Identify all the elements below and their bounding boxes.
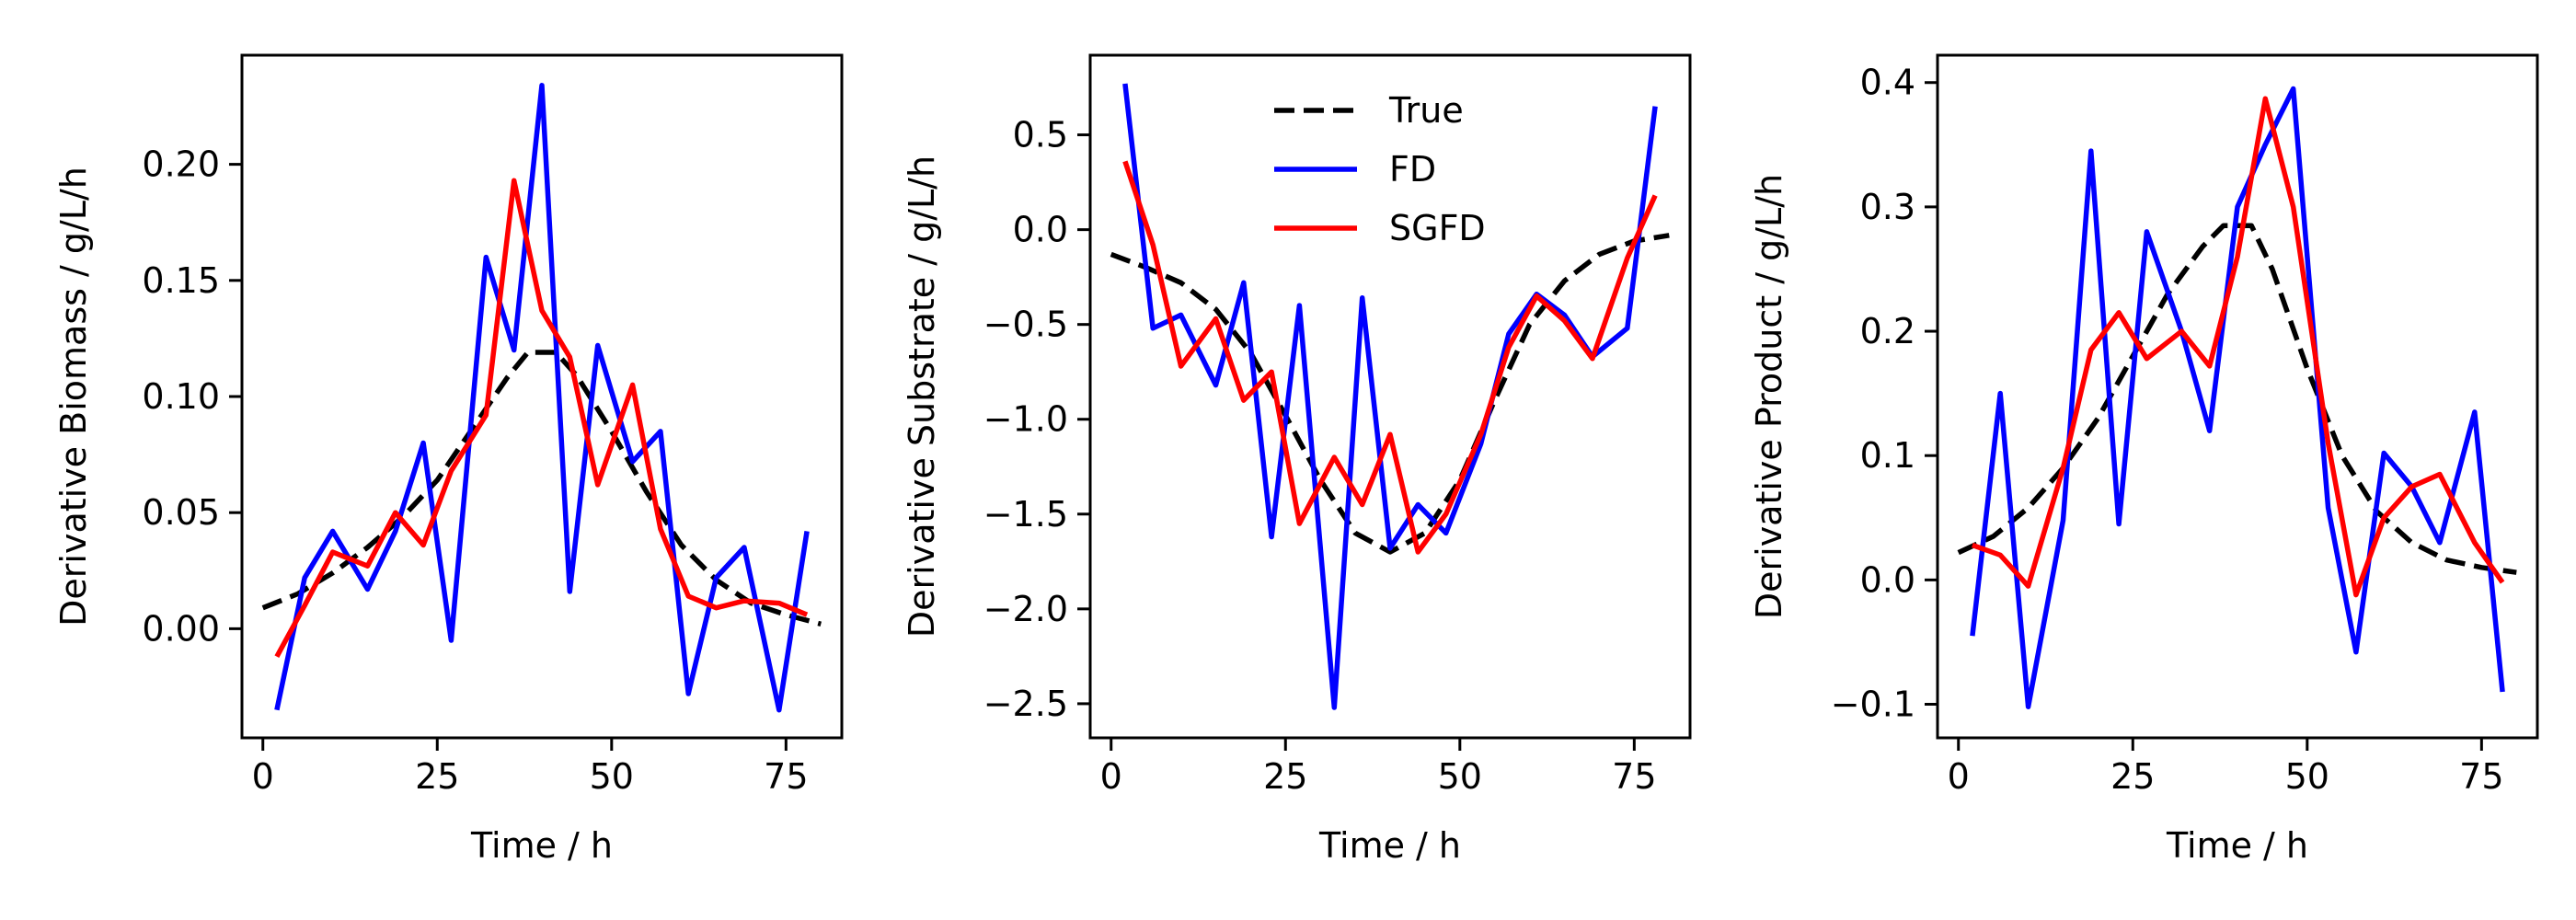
- y-tick-label-minus-2-0: −2.0: [983, 589, 1068, 629]
- series-line-sgfd: [274, 178, 809, 659]
- x-axis-label: Time / h: [470, 825, 613, 866]
- x-tick-label-50: 50: [2285, 756, 2329, 797]
- chart-panel-2: 0 25 50 75 0.5 0.0 −0.5 −1.0 −1.5 −2.0 −2.5 Time / …: [902, 53, 1692, 866]
- y-tick-label-0-5: 0.5: [1013, 115, 1068, 155]
- y-axis-label: Derivative Substrate / g/L/h: [902, 155, 942, 638]
- y-tick-label-minus-1-0: −1.0: [983, 399, 1068, 440]
- x-tick-label-25: 25: [415, 756, 459, 797]
- x-tick-label-0: 0: [252, 756, 274, 797]
- y-tick-label-minus-1-5: −1.5: [983, 494, 1068, 535]
- series-line-sgfd: [1971, 96, 2505, 598]
- y-axis-label: Derivative Product / g/L/h: [1749, 174, 1789, 619]
- series-line-fd: [1122, 83, 1658, 710]
- series-line-fd: [274, 83, 810, 713]
- y-tick-label-0-0: 0.0: [1013, 210, 1068, 250]
- y-tick-label-0-10: 0.10: [142, 376, 220, 417]
- series-line-true: [1110, 233, 1670, 555]
- x-axis-label: Time / h: [1318, 825, 1461, 866]
- series-line-true: [261, 350, 822, 627]
- chart-panel-3: 0 25 50 75 −0.1 0.0 0.1 0.2 0.3 0.4 Time / h Deriva…: [1749, 53, 2539, 866]
- y-axis-label: Derivative Biomass / g/L/h: [53, 167, 94, 627]
- legend-label-true: True: [1388, 90, 1464, 131]
- y-tick-label-0-2: 0.2: [1860, 311, 1915, 351]
- series-line-fd: [1970, 86, 2505, 709]
- y-tick-label-minus-0-5: −0.5: [983, 305, 1068, 345]
- x-tick-label-25: 25: [2110, 756, 2155, 797]
- y-tick-label-0-00: 0.00: [142, 608, 220, 649]
- plot-frame: [1936, 53, 2539, 740]
- x-tick-label-25: 25: [1263, 756, 1307, 797]
- legend-label-fd: FD: [1389, 149, 1436, 190]
- y-tick-label-0-1: 0.1: [1860, 435, 1915, 476]
- y-tick-label-0-05: 0.05: [142, 492, 220, 533]
- series-line-true: [1957, 223, 2517, 575]
- y-tick-label-minus-2-5: −2.5: [983, 684, 1068, 724]
- plot-frame: [240, 53, 844, 740]
- y-tick-label-0-0: 0.0: [1860, 559, 1915, 600]
- x-tick-label-75: 75: [764, 756, 808, 797]
- x-tick-label-0: 0: [1948, 756, 1970, 797]
- legend-label-sgfd: SGFD: [1389, 208, 1486, 248]
- y-tick-label-0-20: 0.20: [142, 144, 220, 185]
- series-line-sgfd: [1122, 160, 1658, 555]
- x-tick-label-50: 50: [1438, 756, 1482, 797]
- x-tick-label-75: 75: [2459, 756, 2503, 797]
- y-tick-label-0-3: 0.3: [1860, 187, 1915, 227]
- plot-frame: [1088, 53, 1692, 740]
- y-tick-label-0-4: 0.4: [1860, 63, 1915, 103]
- y-tick-label-minus-0-1: −0.1: [1831, 684, 1915, 725]
- y-tick-label-0-15: 0.15: [142, 260, 220, 301]
- x-tick-label-0: 0: [1100, 756, 1122, 797]
- x-tick-label-50: 50: [590, 756, 634, 797]
- legend: True FD SGFD: [1274, 90, 1486, 248]
- x-axis-label: Time / h: [2166, 825, 2308, 866]
- x-tick-label-75: 75: [1612, 756, 1656, 797]
- chart-panel-1: 0 25 50 75 0.00 0.05 0.10 0.15 0.20 Time / h Deriv…: [53, 53, 844, 866]
